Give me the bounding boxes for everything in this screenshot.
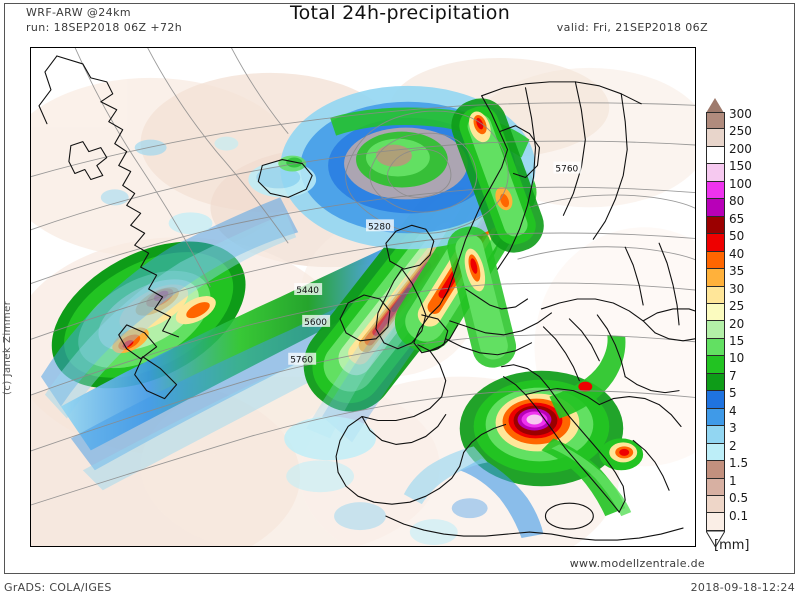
svg-text:5280: 5280 — [368, 222, 391, 232]
colorbar-label-40: 40 — [729, 246, 745, 261]
colorbar-label-250: 250 — [729, 124, 752, 139]
map-canvas: 5280 5760 5440 5600 5760 — [31, 48, 695, 546]
colorbar-label-3: 3 — [729, 421, 737, 436]
iberia-light-precip — [284, 416, 488, 546]
chart-title: Total 24h-precipitation — [289, 2, 511, 24]
colorbar-swatch-5 — [706, 391, 725, 409]
colorbar-swatch-0-5 — [706, 495, 725, 514]
colorbar-swatch-1-5 — [706, 461, 725, 479]
contour-label-5600: 5600 — [302, 314, 331, 328]
colorbar-label-2: 2 — [729, 438, 737, 453]
contour-label-5760-west: 5760 — [288, 352, 317, 366]
colorbar-swatch-4 — [706, 408, 725, 427]
colorbar-label-15: 15 — [729, 333, 745, 348]
colorbar-swatch-40 — [706, 251, 725, 270]
colorbar-swatch-2 — [706, 443, 725, 462]
coastlines-and-borders — [38, 55, 695, 541]
colorbar-label-1-5: 1.5 — [729, 456, 749, 471]
colorbar-swatch-250 — [706, 129, 725, 147]
atlantic-band-outer — [40, 197, 299, 419]
colorbar-swatch-3 — [706, 426, 725, 444]
colorbar-swatch-1 — [706, 478, 725, 496]
norway-band-south — [447, 226, 517, 368]
colorbar-swatch-150 — [706, 164, 725, 182]
italy-precip-tail — [403, 334, 644, 539]
colorbar-unit-label: [mm] — [714, 538, 750, 553]
colorbar-swatch-20 — [706, 321, 725, 339]
colorbar-label-1: 1 — [729, 473, 737, 488]
render-timestamp: 2018-09-18-12:24 — [690, 581, 795, 594]
colorbar-label-35: 35 — [729, 264, 745, 279]
precipitation-map-plot[interactable]: 5280 5760 5440 5600 5760 — [30, 47, 696, 547]
colorbar-swatch-7 — [706, 373, 725, 392]
colorbar-label-200: 200 — [729, 141, 752, 156]
grads-credit: GrADS: COLA/IGES — [4, 581, 112, 594]
colorbar-label-100: 100 — [729, 176, 752, 191]
colorbar-label-20: 20 — [729, 316, 745, 331]
colorbar-swatch-80 — [706, 199, 725, 217]
colorbar-swatch-0-1 — [706, 513, 725, 531]
colorbar-cap-top — [706, 98, 724, 113]
svg-text:5760: 5760 — [290, 356, 313, 366]
colorbar-label-0-5: 0.5 — [729, 491, 749, 506]
colorbar-swatch-100 — [706, 181, 725, 200]
geopotential-contours — [31, 48, 695, 506]
colorbar-swatch-200 — [706, 146, 725, 165]
website-url[interactable]: www.modellzentrale.de — [569, 557, 705, 570]
svg-text:5760: 5760 — [555, 165, 578, 175]
copyright-credit: (c) Janek Zimmer — [2, 300, 13, 395]
colorbar-swatch-10 — [706, 356, 725, 374]
colorbar-label-0-1: 0.1 — [729, 508, 749, 523]
colorbar-swatch-15 — [706, 338, 725, 357]
model-run-info: run: 18SEP2018 06Z +72h — [26, 21, 183, 34]
contour-value-labels: 5280 5760 5440 5600 5760 — [288, 161, 582, 366]
colorbar-label-80: 80 — [729, 194, 745, 209]
colorbar-swatch-50 — [706, 234, 725, 252]
colorbar-label-150: 150 — [729, 159, 752, 174]
contour-label-5440: 5440 — [294, 283, 323, 296]
colorbar-cap-bottom — [706, 531, 725, 547]
colorbar-label-10: 10 — [729, 351, 745, 366]
colorbar-swatch-35 — [706, 269, 725, 287]
precipitation-colorbar[interactable] — [706, 112, 725, 531]
colorbar-label-50: 50 — [729, 229, 745, 244]
model-identifier: WRF-ARW @24km — [26, 6, 131, 19]
valid-time-info: valid: Fri, 21SEP2018 06Z — [556, 21, 708, 34]
colorbar-swatch-25 — [706, 303, 725, 322]
colorbar-swatch-65 — [706, 216, 725, 235]
colorbar-swatch-30 — [706, 286, 725, 304]
colorbar-label-30: 30 — [729, 281, 745, 296]
colorbar-label-5: 5 — [729, 386, 737, 401]
colorbar-label-25: 25 — [729, 299, 745, 314]
svg-text:5440: 5440 — [296, 286, 319, 296]
colorbar-label-7: 7 — [729, 368, 737, 383]
colorbar-label-4: 4 — [729, 403, 737, 418]
colorbar-label-65: 65 — [729, 211, 745, 226]
colorbar-swatch-300 — [706, 112, 725, 130]
contour-label-5760-east: 5760 — [553, 161, 582, 175]
contour-label-5280: 5280 — [365, 219, 394, 232]
colorbar-label-300: 300 — [729, 107, 752, 121]
svg-text:5600: 5600 — [304, 318, 327, 328]
